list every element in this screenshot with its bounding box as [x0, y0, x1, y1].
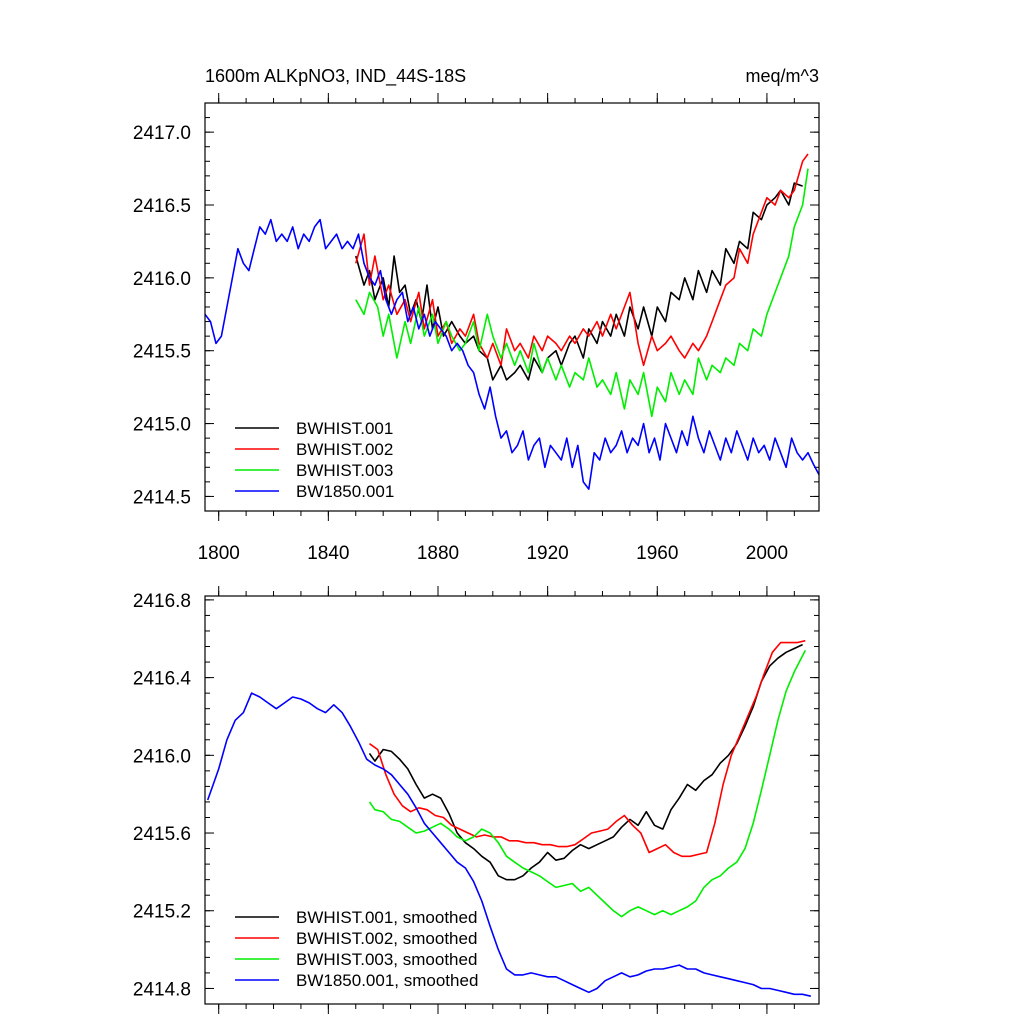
series-line: [369, 639, 806, 858]
legend-label: BWHIST.002: [296, 440, 393, 459]
bottom-axes-ticks: [205, 586, 819, 1014]
y-tick-label: 2414.5: [133, 487, 191, 508]
x-tick-label: 1880: [417, 543, 459, 564]
y-tick-label: 2416.0: [133, 746, 191, 767]
chart-units: meq/m^3: [746, 66, 819, 86]
top-legend: BWHIST.001 BWHIST.002 BWHIST.003 BW1850.001: [235, 419, 394, 501]
series-line: [204, 218, 820, 490]
bottom-series-lines: [206, 639, 811, 997]
x-tick-label: 2000: [746, 543, 788, 564]
chart-title: 1600m ALKpNO3, IND_44S-18S: [205, 66, 466, 87]
y-tick-label: 2416.4: [133, 669, 192, 690]
top-y-tick-labels: 2414.5 2415.0 2415.5 2416.0 2416.5 2417.0: [133, 123, 191, 508]
y-tick-label: 2415.0: [133, 415, 191, 436]
y-tick-label: 2416.5: [133, 196, 191, 217]
y-tick-label: 2414.8: [133, 979, 191, 1000]
top-line-chart: 1600m ALKpNO3, IND_44S-18S meq/m^3 2414.…: [133, 66, 820, 564]
y-tick-label: 2416.0: [133, 269, 191, 290]
x-tick-label: 1840: [307, 543, 349, 564]
y-tick-label: 2417.0: [133, 123, 191, 144]
top-plot-frame: [204, 102, 820, 512]
x-tick-label: 1920: [526, 543, 568, 564]
legend-label: BWHIST.001: [296, 419, 393, 438]
legend-label: BWHIST.002, smoothed: [296, 929, 477, 948]
series-line: [355, 168, 809, 418]
legend-label: BW1850.001, smoothed: [296, 971, 478, 990]
x-tick-label: 1800: [198, 543, 240, 564]
series-line: [368, 650, 807, 918]
top-x-tick-labels: 1800 1840 1880 1920 1960 2000: [198, 543, 788, 564]
legend-label: BWHIST.003, smoothed: [296, 950, 477, 969]
top-series-lines: [204, 153, 820, 490]
bottom-line-chart: 2414.8 2415.2 2415.6 2416.0 2416.4 2416.8 BWH…: [133, 586, 820, 1014]
legend-label: BWHIST.003: [296, 461, 393, 480]
series-line: [355, 153, 809, 367]
top-axes-ticks: [205, 93, 819, 521]
x-tick-label: 1960: [636, 543, 678, 564]
y-tick-label: 2416.8: [133, 591, 191, 612]
series-line: [368, 643, 803, 881]
series-line: [206, 692, 811, 997]
y-tick-label: 2415.2: [133, 902, 191, 923]
bottom-y-tick-labels: 2414.8 2415.2 2415.6 2416.0 2416.4 2416.8: [133, 591, 192, 1001]
y-tick-label: 2415.6: [133, 824, 191, 845]
legend-label: BWHIST.001, smoothed: [296, 908, 477, 927]
y-tick-label: 2415.5: [133, 342, 191, 363]
bottom-plot-frame: [204, 595, 820, 1005]
bottom-legend: BWHIST.001, smoothed BWHIST.002, smoothed…: [235, 908, 478, 990]
legend-label: BW1850.001: [296, 482, 394, 501]
